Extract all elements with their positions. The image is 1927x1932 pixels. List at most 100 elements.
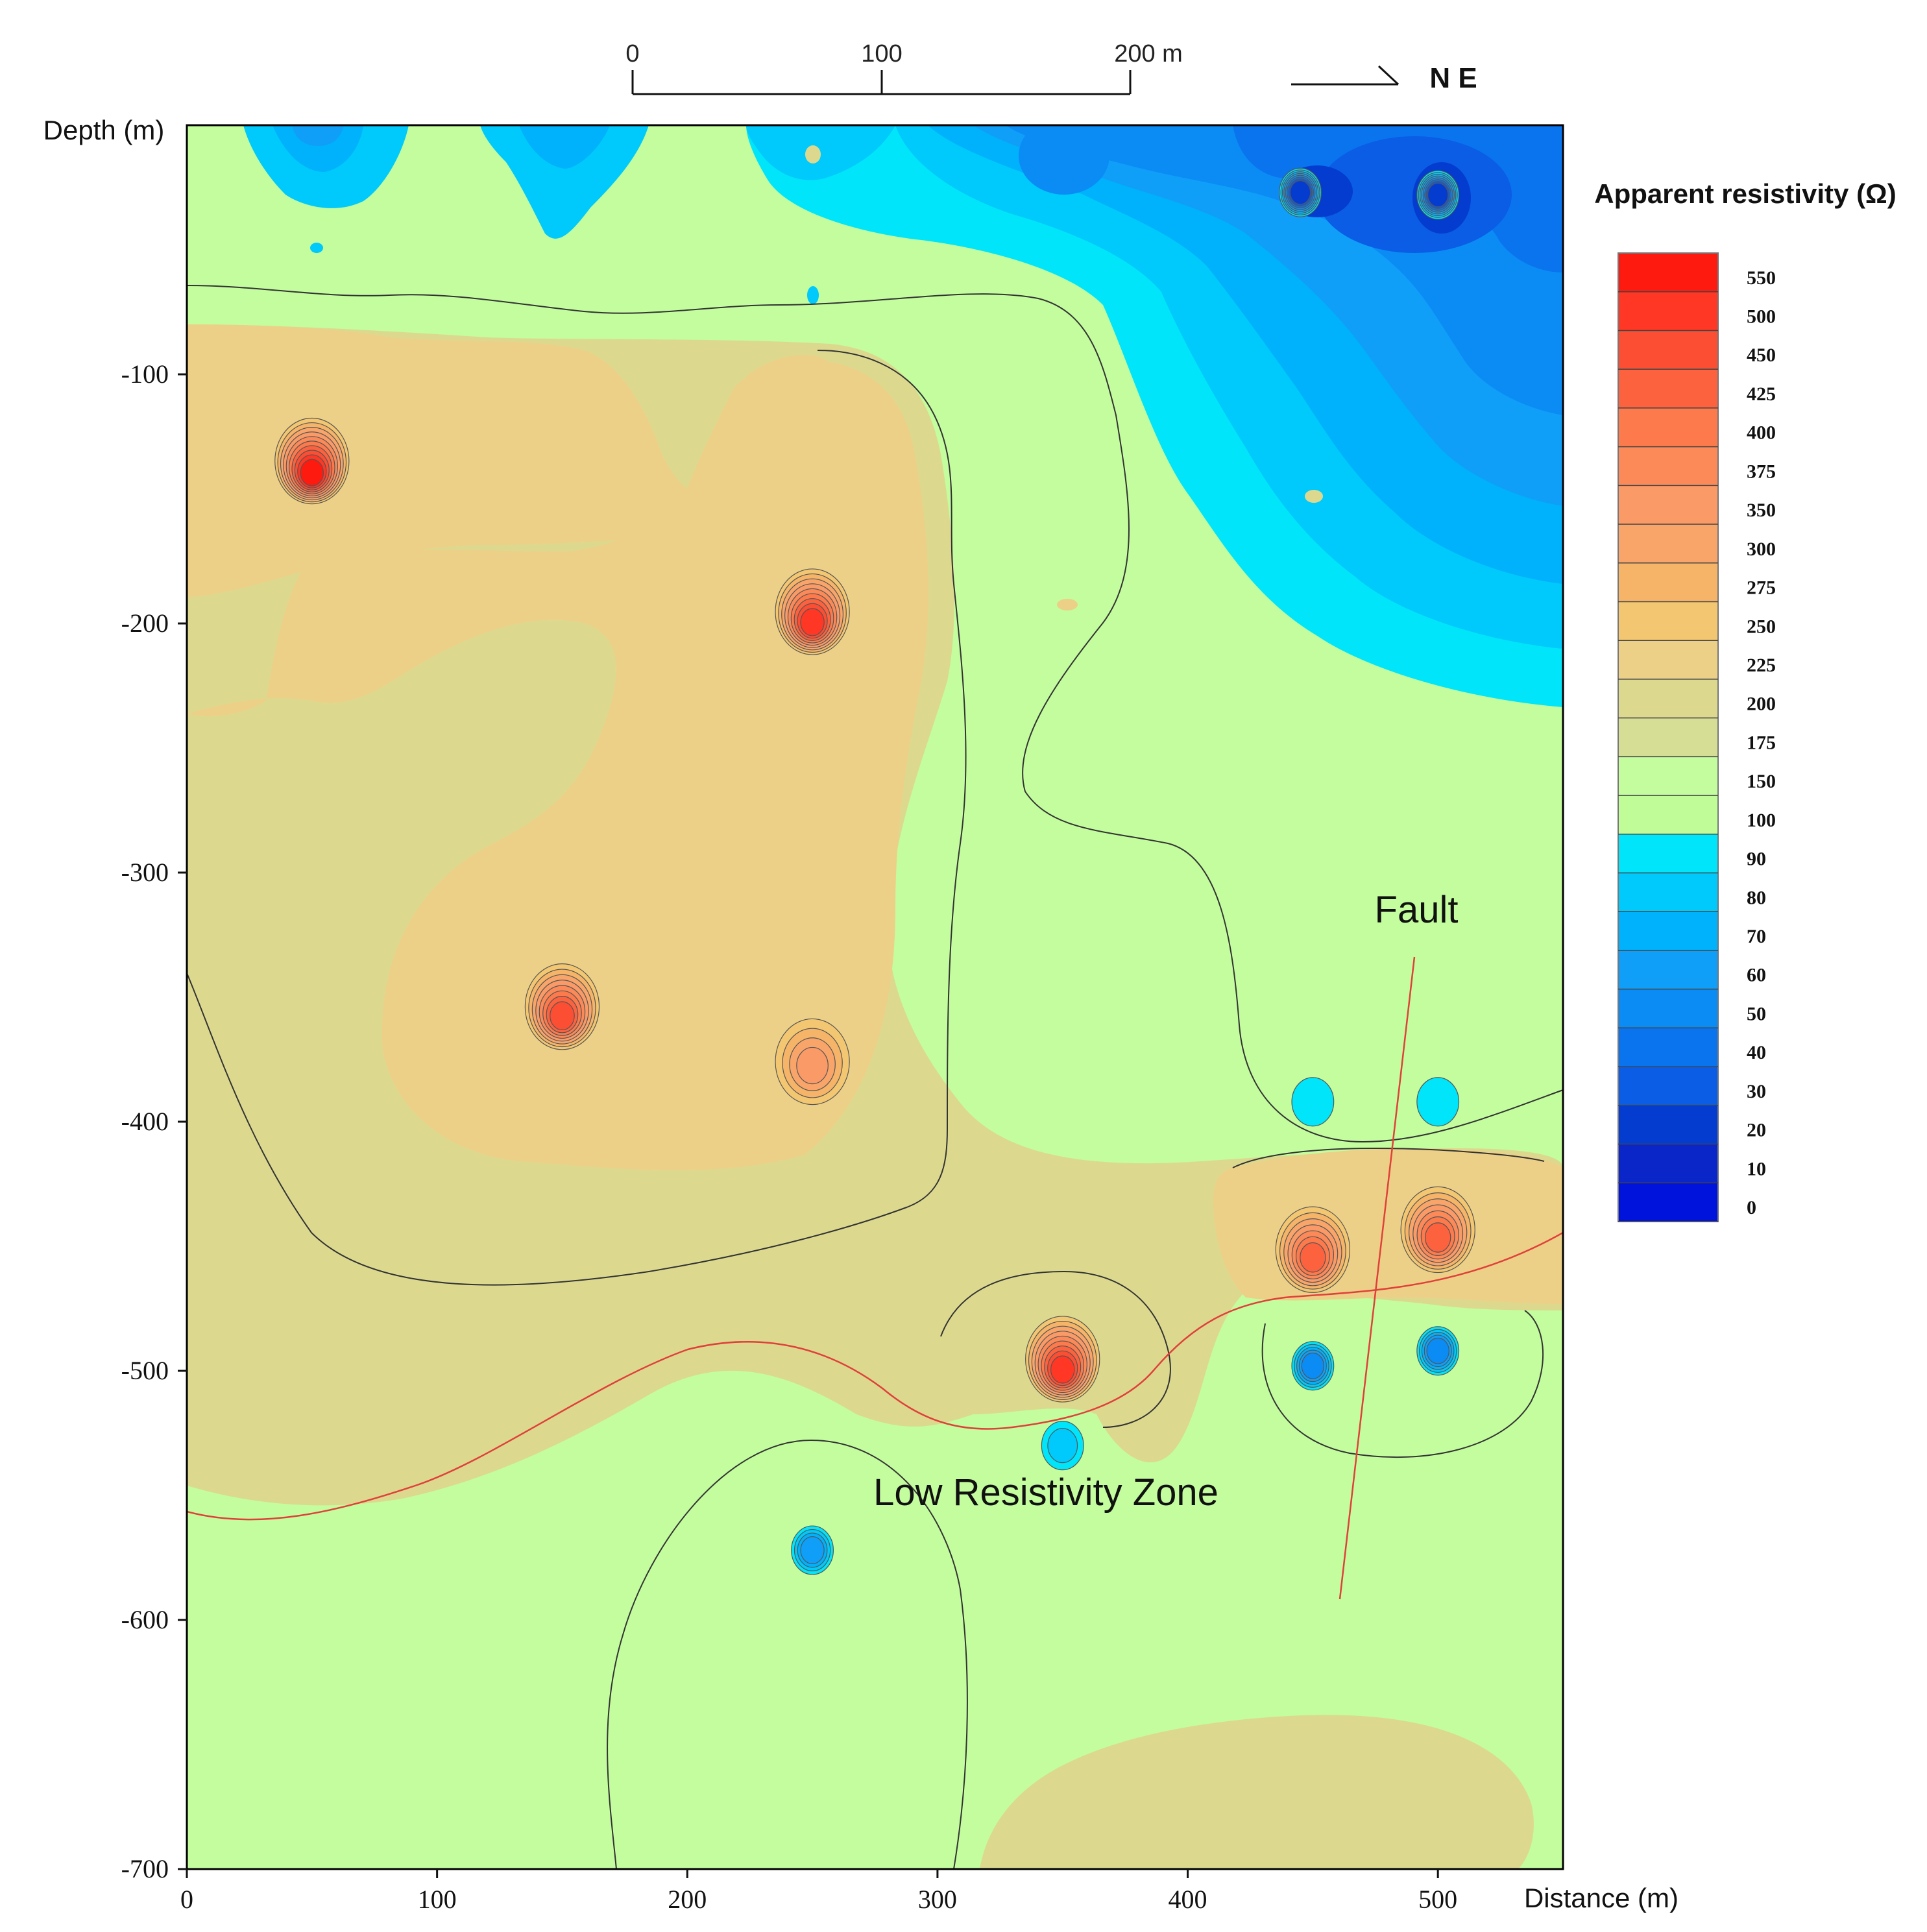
colorbar-label-0: 550 bbox=[1747, 267, 1776, 289]
colorbar: 5505004504254003753503002752502252001751… bbox=[1618, 252, 1776, 1222]
colorbar-label-3: 425 bbox=[1747, 383, 1776, 405]
colorbar-swatch-9 bbox=[1618, 601, 1718, 641]
anomaly-ring-14-20 bbox=[1289, 180, 1311, 205]
plot-area: Fault Low Resistivity Zone bbox=[186, 124, 1564, 1870]
anomaly-ring-12-90 bbox=[1416, 1077, 1460, 1127]
plot-frame bbox=[186, 124, 1564, 1870]
bottom-right-high-zone bbox=[980, 1715, 1534, 1869]
anomaly-ring-7-60 bbox=[800, 1536, 825, 1564]
colorbar-swatch-23 bbox=[1618, 1144, 1718, 1183]
scale-bar bbox=[631, 70, 1132, 95]
anomaly-ring-9-50 bbox=[1426, 1337, 1449, 1364]
y-axis: -100 -200 -300 -400 -500 -600 -700 bbox=[121, 359, 187, 1883]
contour-line-low-zone bbox=[607, 1439, 968, 1869]
anomaly-high-6 bbox=[1400, 1186, 1475, 1274]
colorbar-swatch-24 bbox=[1618, 1183, 1718, 1222]
anomaly-high-5 bbox=[1275, 1206, 1351, 1293]
colorbar-swatch-14 bbox=[1618, 795, 1718, 835]
colorbar-label-22: 20 bbox=[1747, 1120, 1766, 1141]
colorbar-swatch-5 bbox=[1618, 446, 1718, 486]
y-tick-label-1: -200 bbox=[121, 609, 169, 638]
contour-lines bbox=[187, 285, 1563, 1869]
colorbar-swatch-15 bbox=[1618, 834, 1718, 874]
colorbar-swatch-17 bbox=[1618, 912, 1718, 951]
anomaly-high-1 bbox=[775, 568, 850, 655]
colorbar-label-5: 375 bbox=[1747, 461, 1776, 482]
small-high-dot-2 bbox=[1057, 599, 1078, 610]
anomaly-low-11 bbox=[1291, 1077, 1335, 1127]
high-envelope-225 bbox=[187, 361, 928, 1170]
scale-bar-label-0: 0 bbox=[625, 40, 639, 67]
y-tick-label-6: -700 bbox=[121, 1854, 169, 1883]
contour-line-150 bbox=[187, 285, 1563, 1143]
low-lobe-top-3 bbox=[746, 125, 895, 180]
y-tick-label-3: -400 bbox=[121, 1107, 169, 1136]
high-envelope-225-left bbox=[187, 324, 863, 597]
colorbar-label-18: 60 bbox=[1747, 965, 1766, 986]
x-tick-label-0: 0 bbox=[180, 1885, 193, 1914]
colorbar-label-10: 225 bbox=[1747, 655, 1776, 676]
anomaly-rings bbox=[274, 167, 1475, 1575]
contour-fills bbox=[187, 125, 1563, 1869]
x-tick-label-4: 400 bbox=[1169, 1885, 1207, 1914]
anomaly-ring-8-50 bbox=[1301, 1352, 1325, 1379]
y-tick-label-2: -300 bbox=[121, 858, 169, 887]
fault-line bbox=[1339, 956, 1416, 1600]
anomaly-high-4 bbox=[1025, 1316, 1100, 1403]
anomaly-low-8 bbox=[1291, 1341, 1335, 1391]
colorbar-label-19: 50 bbox=[1747, 1003, 1766, 1024]
colorbar-swatch-18 bbox=[1618, 950, 1718, 990]
anomaly-ring-11-90 bbox=[1291, 1077, 1335, 1127]
colorbar-swatch-4 bbox=[1618, 407, 1718, 448]
colorbar-label-21: 30 bbox=[1747, 1081, 1766, 1102]
colorbar-swatch-20 bbox=[1618, 1028, 1718, 1067]
colorbar-label-20: 40 bbox=[1747, 1042, 1766, 1063]
colorbar-label-24: 0 bbox=[1747, 1197, 1756, 1218]
colorbar-label-6: 350 bbox=[1747, 500, 1776, 521]
colorbar-swatch-21 bbox=[1618, 1067, 1718, 1106]
anomaly-high-2 bbox=[524, 963, 600, 1050]
low-lobe-top-1-inner bbox=[273, 125, 363, 172]
high-right-225 bbox=[1213, 1148, 1563, 1304]
anomaly-low-9 bbox=[1416, 1326, 1460, 1376]
x-tick-label-5: 500 bbox=[1418, 1885, 1457, 1914]
colorbar-swatch-13 bbox=[1618, 756, 1718, 796]
colorbar-label-8: 275 bbox=[1747, 577, 1776, 599]
colorbar-label-7: 300 bbox=[1747, 538, 1776, 560]
anomaly-low-13 bbox=[1416, 170, 1460, 220]
x-tick-label-1: 100 bbox=[418, 1885, 457, 1914]
anomaly-low-10 bbox=[1041, 1421, 1084, 1471]
x-axis: 0 100 200 300 400 500 bbox=[180, 1869, 1457, 1914]
colorbar-label-14: 100 bbox=[1747, 810, 1776, 831]
scale-bar-label-100: 100 bbox=[861, 40, 902, 67]
colorbar-label-15: 90 bbox=[1747, 849, 1766, 870]
colorbar-swatch-19 bbox=[1618, 989, 1718, 1028]
y-tick-label-5: -600 bbox=[121, 1605, 169, 1634]
anomaly-low-7 bbox=[791, 1525, 834, 1575]
small-low-dot-2 bbox=[807, 286, 819, 304]
y-axis-title: Depth (m) bbox=[43, 115, 165, 145]
anomaly-ring-0-550 bbox=[300, 459, 324, 487]
anomaly-low-12 bbox=[1416, 1077, 1460, 1127]
colorbar-title: Apparent resistivity (Ω) bbox=[1594, 178, 1896, 209]
x-axis-title: Distance (m) bbox=[1524, 1883, 1679, 1913]
colorbar-label-23: 10 bbox=[1747, 1158, 1766, 1179]
anomaly-ring-4-500 bbox=[1050, 1355, 1075, 1384]
colorbar-swatch-7 bbox=[1618, 524, 1718, 564]
anomaly-high-0 bbox=[274, 417, 350, 505]
low-resistivity-zone-label: Low Resistivity Zone bbox=[873, 1471, 1218, 1514]
direction-arrow-icon bbox=[1291, 65, 1400, 86]
y-tick-label-4: -500 bbox=[121, 1356, 169, 1385]
colorbar-label-11: 200 bbox=[1747, 694, 1776, 715]
colorbar-swatch-6 bbox=[1618, 485, 1718, 525]
scale-bar-label-200: 200 m bbox=[1114, 40, 1183, 67]
colorbar-label-13: 150 bbox=[1747, 771, 1776, 792]
anomaly-ring-10-80 bbox=[1047, 1428, 1078, 1464]
anomaly-ring-6-425 bbox=[1425, 1222, 1451, 1253]
colorbar-swatch-0 bbox=[1618, 253, 1718, 293]
small-low-dot-1 bbox=[310, 243, 323, 253]
small-high-dot-1 bbox=[805, 145, 821, 163]
colorbar-swatch-22 bbox=[1618, 1105, 1718, 1145]
